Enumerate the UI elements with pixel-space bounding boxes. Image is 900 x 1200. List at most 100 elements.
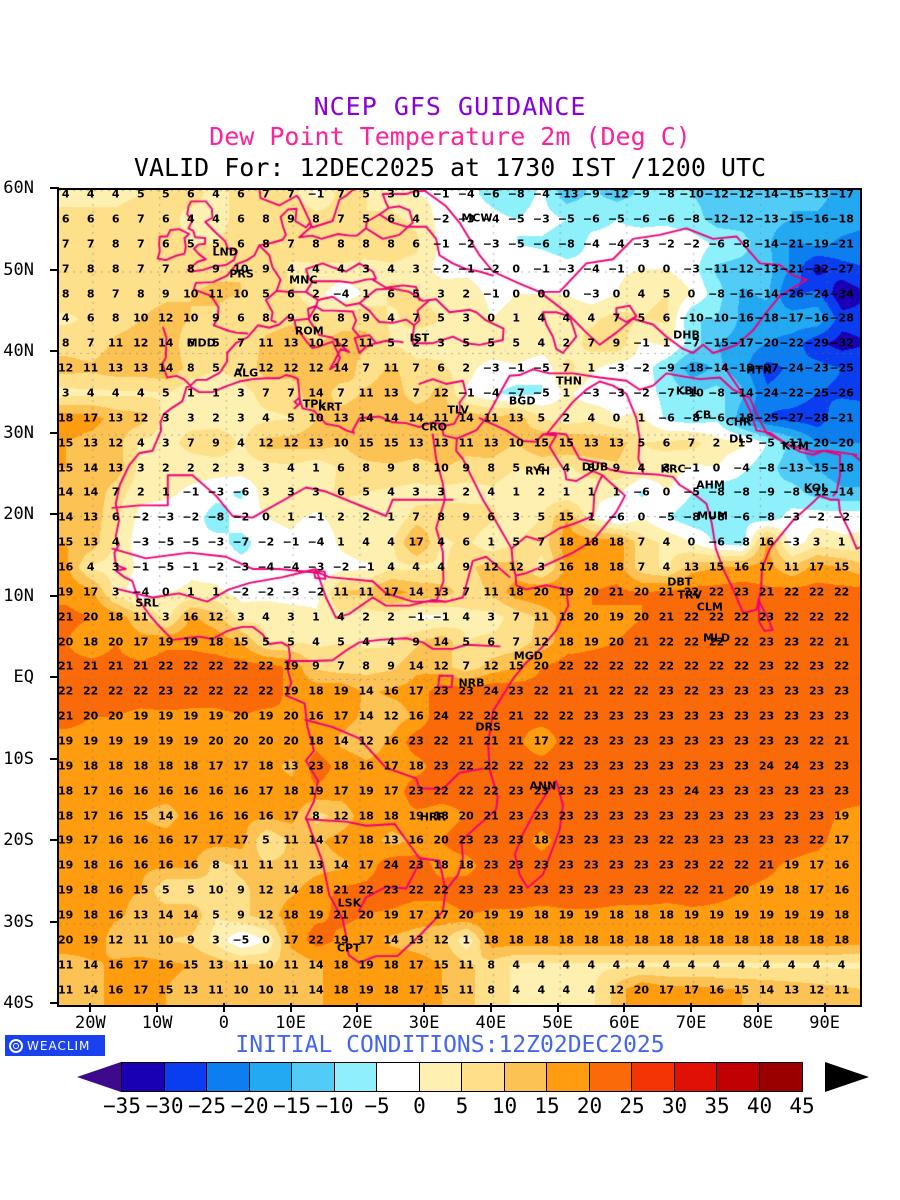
- grid-value: 13: [283, 336, 299, 350]
- grid-value: 1: [161, 485, 170, 499]
- grid-value: 5: [212, 237, 220, 251]
- grid-value: −10: [679, 188, 704, 201]
- grid-value: 11: [433, 411, 449, 425]
- grid-value: 18: [108, 610, 124, 624]
- grid-value: 23: [608, 858, 625, 872]
- grid-value: −2: [257, 535, 275, 549]
- grid-value: 3: [412, 262, 420, 276]
- grid-value: 4: [837, 958, 846, 972]
- grid-value: −21: [829, 411, 854, 425]
- grid-value: 20: [258, 734, 274, 748]
- weaclim-logo[interactable]: WEACLIM: [5, 1035, 105, 1056]
- grid-value: 20: [458, 809, 474, 822]
- grid-value: 18: [358, 833, 374, 847]
- grid-value: 23: [408, 784, 424, 798]
- colorbar-tick-label: 20: [576, 1094, 603, 1118]
- grid-value: 2: [462, 485, 471, 499]
- grid-value: 21: [658, 585, 675, 599]
- grid-value: −15: [779, 188, 804, 201]
- grid-value: 6: [86, 212, 95, 226]
- grid-value: 13: [108, 361, 124, 375]
- grid-value: 4: [712, 958, 721, 972]
- grid-value: 10: [308, 411, 324, 425]
- grid-value: 8: [86, 287, 95, 300]
- grid-value: 4: [111, 386, 120, 400]
- grid-value: −14: [704, 361, 729, 375]
- grid-value: 2: [387, 610, 395, 624]
- grid-value: 23: [558, 883, 574, 897]
- grid-value: 7: [462, 585, 471, 599]
- grid-value: 15: [508, 659, 524, 673]
- grid-value: 18: [833, 908, 850, 922]
- colorbar-cell: [546, 1062, 590, 1092]
- grid-value: 0: [161, 585, 170, 599]
- grid-value: 7: [637, 560, 646, 574]
- grid-value: 7: [687, 436, 696, 450]
- grid-value: 17: [208, 833, 224, 847]
- grid-value: 16: [833, 858, 850, 872]
- grid-value: 5: [537, 510, 546, 524]
- grid-value: −20: [804, 436, 829, 450]
- grid-value: 7: [337, 386, 345, 400]
- grid-value: 9: [212, 436, 220, 450]
- grid-value: −18: [729, 411, 754, 425]
- grid-value: 14: [308, 958, 324, 972]
- grid-value: 1: [387, 510, 395, 524]
- grid-value: 4: [86, 386, 95, 400]
- lat-tick-label: 10S: [3, 748, 34, 769]
- grid-value: −5: [157, 560, 175, 574]
- grid-value: 4: [812, 958, 821, 972]
- grid-value: −2: [307, 585, 325, 599]
- grid-value: 18: [783, 883, 800, 897]
- grid-value: 19: [558, 585, 574, 599]
- colorbar-cell: [673, 1062, 718, 1092]
- grid-value: 1: [462, 933, 471, 947]
- grid-value: −6: [632, 212, 650, 226]
- grid-value: 22: [808, 610, 825, 624]
- grid-value: 21: [333, 883, 349, 897]
- grid-value: 3: [287, 485, 295, 499]
- grid-value: 18: [433, 858, 449, 872]
- grid-value: −2: [332, 560, 350, 574]
- grid-value: 4: [662, 958, 671, 972]
- grid-value: 5: [262, 287, 270, 300]
- grid-value: 19: [808, 908, 825, 922]
- grid-value: 11: [58, 958, 74, 972]
- city-label-dls: DLS: [729, 432, 754, 446]
- grid-value: 4: [337, 262, 345, 276]
- grid-value: 10: [258, 958, 274, 972]
- grid-value: −18: [829, 461, 854, 474]
- grid-value: −4: [132, 585, 150, 599]
- grid-value: 10: [183, 287, 199, 300]
- grid-value: 19: [183, 709, 199, 723]
- grid-value: 0: [662, 262, 671, 276]
- grid-value: −1: [507, 361, 525, 375]
- grid-value: −3: [482, 361, 500, 375]
- grid-value: 20: [533, 585, 549, 599]
- grid-value: 8: [262, 237, 270, 251]
- grid-value: 18: [558, 933, 574, 947]
- grid-value: 23: [783, 784, 800, 798]
- grid-value: 13: [283, 759, 299, 773]
- grid-value: 16: [158, 958, 174, 972]
- lon-tick-label: 70E: [675, 1013, 707, 1033]
- grid-value: 23: [483, 858, 499, 872]
- grid-value: −27: [779, 411, 804, 425]
- grid-value: 18: [608, 560, 625, 574]
- colorbar-tick-label: −35: [103, 1094, 141, 1118]
- grid-value: 22: [658, 883, 675, 897]
- grid-value: 23: [633, 858, 650, 872]
- grid-value: 4: [612, 958, 621, 972]
- grid-value: 5: [161, 188, 170, 201]
- grid-value: −3: [783, 510, 801, 524]
- grid-value: −7: [232, 535, 250, 549]
- grid-value: −1: [457, 386, 475, 400]
- grid-value: 18: [608, 933, 625, 947]
- grid-value: 17: [358, 933, 374, 947]
- grid-value: 18: [408, 759, 424, 773]
- grid-value: 4: [762, 958, 771, 972]
- grid-value: 10: [133, 311, 149, 325]
- grid-value: 14: [383, 411, 399, 425]
- grid-value: 4: [637, 958, 646, 972]
- grid-value: 22: [533, 709, 549, 723]
